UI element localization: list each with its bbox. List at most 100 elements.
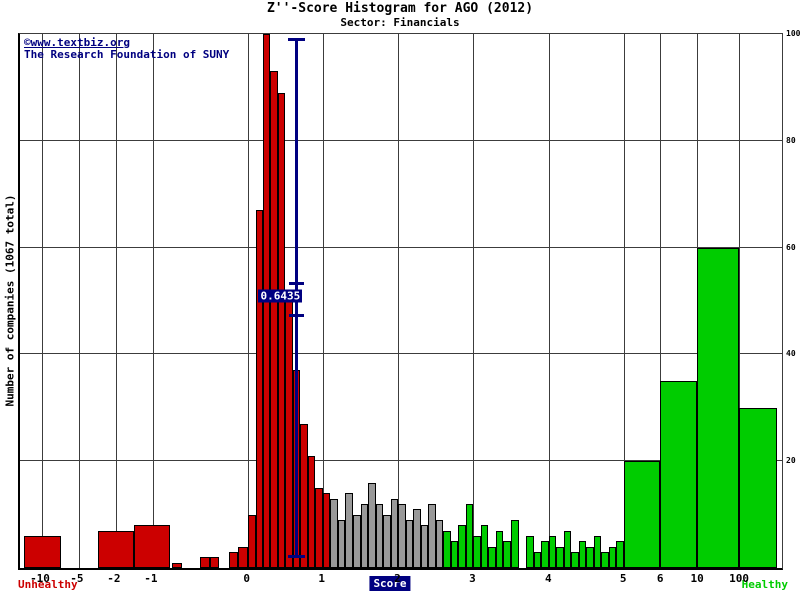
histogram-bar (511, 519, 519, 568)
vertical-gridline (152, 34, 154, 568)
histogram-bar (238, 546, 249, 568)
histogram-bar (739, 407, 778, 568)
histogram-bar (533, 551, 542, 568)
x-axis-tick-label: -1 (144, 572, 158, 585)
y-axis-tick-label: 20 (786, 456, 796, 466)
histogram-bar (503, 541, 512, 568)
textbiz-link[interactable]: ©www.textbiz.org (24, 36, 130, 49)
x-axis-tick-label: 6 (656, 572, 664, 585)
histogram-bar (458, 525, 466, 568)
vertical-gridline (398, 34, 400, 568)
marker-value-label: 0.6435 (258, 289, 303, 303)
x-axis-tick-label: 3 (469, 572, 476, 585)
vertical-gridline (473, 34, 475, 568)
x-axis-tick-label: -10 (30, 572, 50, 585)
histogram-bar (322, 493, 331, 568)
histogram-bar (255, 210, 263, 568)
histogram-bar (23, 535, 61, 568)
histogram-bar (571, 551, 579, 568)
histogram-bar (315, 487, 323, 568)
vertical-gridline (248, 34, 250, 568)
y-axis-tick-label: 60 (786, 242, 796, 252)
histogram-bar (616, 541, 624, 568)
histogram-bar (593, 535, 602, 568)
y-axis-tick-label: 40 (786, 349, 796, 359)
histogram-bar (608, 546, 617, 568)
x-axis-tick-label: 10 (690, 572, 704, 585)
marker-bottom-cap (288, 555, 306, 558)
horizontal-gridline (20, 460, 782, 462)
histogram-bar (210, 557, 220, 568)
histogram-bar (601, 551, 609, 568)
x-axis-tick-label: 0 (243, 572, 250, 585)
marker-top-cap (288, 38, 306, 41)
x-axis-tick-label: 4 (544, 572, 552, 585)
histogram-bar (586, 546, 594, 568)
histogram-bar (548, 535, 557, 568)
vertical-gridline (322, 34, 324, 568)
vertical-gridline (660, 34, 662, 568)
histogram-bar (390, 498, 399, 568)
plot-area: ©www.textbiz.org The Research Foundation… (18, 33, 783, 570)
histogram-bar (420, 525, 429, 568)
x-axis-tick-label: 2 (394, 572, 401, 585)
histogram-bar (578, 541, 587, 568)
histogram-bar (473, 535, 481, 568)
histogram-bar (353, 514, 361, 568)
x-axis-tick-label: 1 (318, 572, 325, 585)
histogram-bar (229, 551, 239, 568)
unhealthy-zone-label: Unhealthy (18, 578, 78, 591)
x-axis-tick-label: -5 (70, 572, 84, 585)
histogram-bar (413, 509, 421, 568)
histogram-bar (450, 541, 459, 568)
histogram-bar (428, 503, 436, 568)
histogram-bar (330, 498, 338, 568)
histogram-bar (435, 519, 444, 568)
healthy-zone-label: Healthy (741, 578, 788, 591)
x-axis-tick-label: 5 (619, 572, 627, 585)
histogram-bar (133, 525, 171, 568)
histogram-bar (556, 546, 564, 568)
vertical-gridline (41, 34, 43, 568)
horizontal-gridline (20, 353, 782, 355)
histogram-bar (443, 530, 451, 568)
histogram-bar (300, 423, 308, 568)
x-axis-tick-label: 100 (729, 572, 749, 585)
x-axis-label: Score (369, 576, 411, 591)
histogram-bar (368, 482, 376, 568)
vertical-gridline (623, 34, 625, 568)
histogram-bar (270, 71, 278, 568)
histogram-bar (172, 562, 183, 568)
vertical-gridline (739, 34, 741, 568)
histogram-bar (97, 530, 134, 568)
horizontal-gridline (20, 139, 782, 141)
y-axis-tick-label: 100 (786, 29, 800, 38)
histogram-bar (383, 514, 391, 568)
histogram-bar (248, 514, 256, 568)
histogram-bar (337, 519, 346, 568)
vertical-gridline (115, 34, 117, 568)
horizontal-gridline (20, 246, 782, 248)
histogram-bar (465, 503, 474, 568)
histogram-bar (480, 525, 489, 568)
histogram-bar (200, 557, 211, 568)
x-axis-tick-label: -2 (107, 572, 121, 585)
histogram-bar (623, 461, 661, 568)
chart-title: Z''-Score Histogram for AGO (2012) (266, 1, 534, 16)
credit-org-label: The Research Foundation of SUNY (24, 48, 230, 61)
histogram-bar (541, 541, 549, 568)
histogram-bar (278, 92, 286, 568)
histogram-bar (285, 290, 293, 568)
histogram-bar (398, 503, 406, 568)
histogram-bar (360, 503, 369, 568)
y-axis-tick-label: 80 (786, 135, 796, 145)
histogram-bar (697, 247, 740, 568)
histogram-bar (405, 519, 414, 568)
chart-subtitle: Sector: Financials (340, 16, 460, 29)
marker-lower-tick (289, 314, 305, 318)
vertical-gridline (78, 34, 80, 568)
histogram-bar (375, 503, 384, 568)
histogram-bar (563, 530, 572, 568)
histogram-bar (526, 535, 534, 568)
